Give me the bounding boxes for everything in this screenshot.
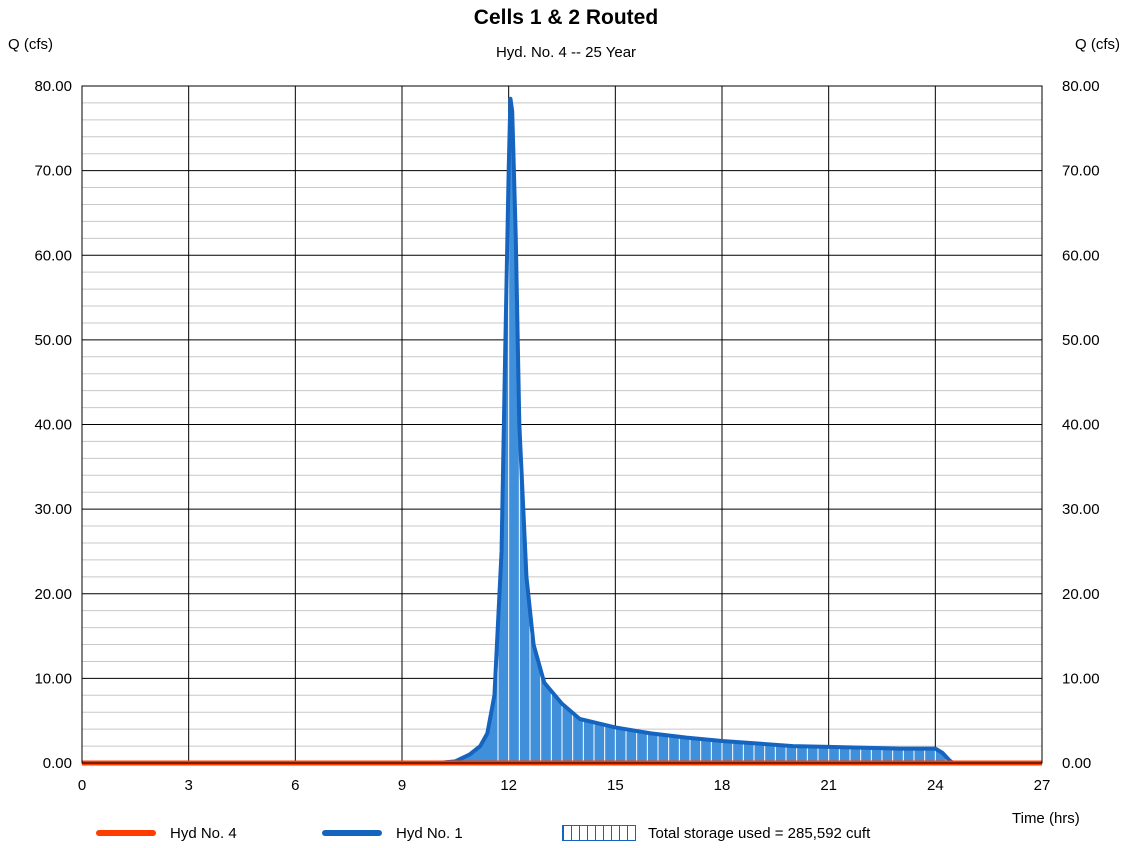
y-axis-label-right: Q (cfs): [1075, 36, 1120, 53]
legend-swatch-storage: [562, 825, 636, 841]
y-tick-label-right: 70.00: [1062, 163, 1100, 180]
y-tick-label-right: 0.00: [1062, 755, 1091, 772]
legend-label-hyd-1: Hyd No. 1: [396, 824, 463, 842]
x-tick-label: 27: [1034, 777, 1051, 794]
y-axis-label-left: Q (cfs): [8, 36, 53, 53]
y-tick-label-left: 10.00: [34, 670, 72, 687]
y-tick-label-left: 30.00: [34, 501, 72, 518]
y-tick-label-right: 10.00: [1062, 670, 1100, 687]
plot-frame: [81, 85, 1043, 764]
legend-item-storage: Total storage used = 285,592 cuft: [562, 822, 870, 844]
x-tick-label: 12: [500, 777, 517, 794]
x-tick-label: 24: [927, 777, 944, 794]
legend-swatch-hyd-1: [322, 830, 382, 836]
x-tick-label: 9: [398, 777, 406, 794]
x-tick-label: 18: [714, 777, 731, 794]
x-tick-label: 0: [78, 777, 86, 794]
y-tick-label-right: 60.00: [1062, 247, 1100, 264]
legend-item-hyd-1: Hyd No. 1: [322, 822, 463, 844]
x-axis-label: Time (hrs): [1012, 810, 1080, 827]
chart-title: Cells 1 & 2 Routed: [473, 6, 659, 29]
y-tick-label-right: 30.00: [1062, 501, 1100, 518]
chart-subtitle: Hyd. No. 4 -- 25 Year: [495, 44, 637, 61]
y-tick-label-right: 40.00: [1062, 417, 1100, 434]
x-tick-label: 3: [184, 777, 192, 794]
y-tick-label-right: 80.00: [1062, 78, 1100, 95]
legend-label-hyd-4: Hyd No. 4: [170, 824, 237, 842]
storage-area: [82, 98, 1042, 763]
x-tick-label: 21: [820, 777, 837, 794]
y-tick-label-left: 0.00: [43, 755, 72, 772]
y-tick-label-right: 50.00: [1062, 332, 1100, 349]
y-tick-label-right: 20.00: [1062, 586, 1100, 603]
y-tick-label-left: 60.00: [34, 247, 72, 264]
legend-swatch-hyd-4: [96, 830, 156, 836]
y-tick-label-left: 80.00: [34, 78, 72, 95]
legend-label-storage: Total storage used = 285,592 cuft: [648, 824, 871, 842]
x-tick-label: 15: [607, 777, 624, 794]
legend-item-hyd-4: Hyd No. 4: [96, 822, 237, 844]
y-tick-label-left: 50.00: [34, 332, 72, 349]
y-tick-label-left: 70.00: [34, 163, 72, 180]
series-line-hyd-1: [82, 96, 1042, 765]
y-tick-label-left: 20.00: [34, 586, 72, 603]
y-tick-label-left: 40.00: [34, 417, 72, 434]
x-tick-label: 6: [291, 777, 299, 794]
chart-canvas: 0.00 0.00 10.00 10.00 20.00 20.00 30.00 30.00 40…: [34, 78, 1100, 794]
